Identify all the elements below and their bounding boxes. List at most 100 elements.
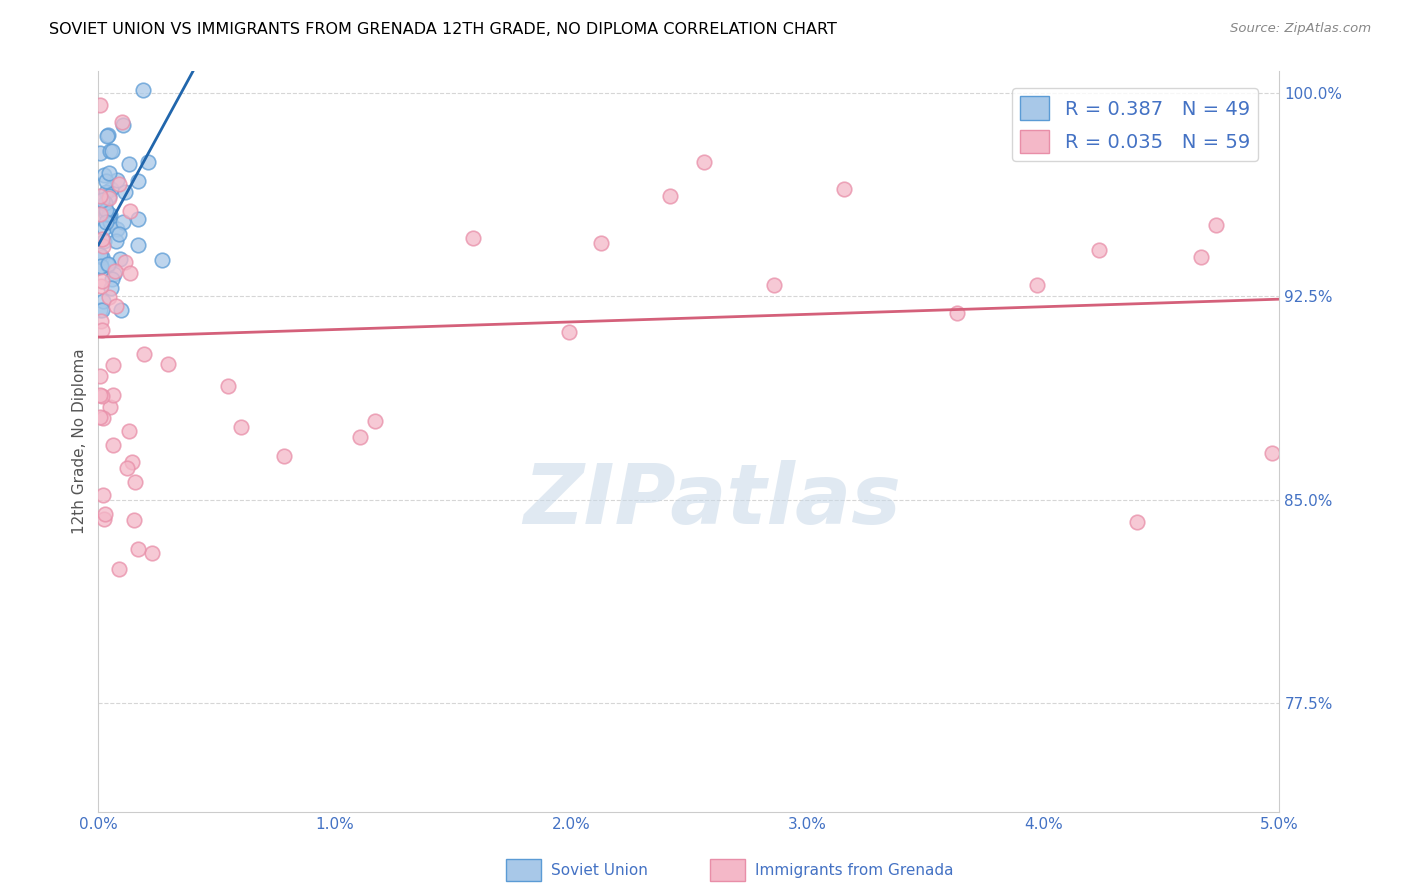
Point bbox=[127, 238, 149, 252]
Point bbox=[98, 207, 121, 221]
Point bbox=[90, 232, 112, 246]
Point bbox=[91, 239, 114, 253]
Point bbox=[97, 189, 120, 203]
Point bbox=[946, 306, 969, 320]
Point bbox=[90, 389, 112, 403]
Point bbox=[98, 215, 121, 229]
Point bbox=[93, 512, 115, 526]
Point bbox=[98, 144, 121, 158]
Point bbox=[94, 207, 117, 221]
Point bbox=[93, 220, 115, 235]
Legend: R = 0.387   N = 49, R = 0.035   N = 59: R = 0.387 N = 49, R = 0.035 N = 59 bbox=[1012, 88, 1258, 161]
Text: SOVIET UNION VS IMMIGRANTS FROM GRENADA 12TH GRADE, NO DIPLOMA CORRELATION CHART: SOVIET UNION VS IMMIGRANTS FROM GRENADA … bbox=[49, 22, 837, 37]
Point bbox=[118, 265, 141, 279]
Point bbox=[141, 546, 163, 560]
Point bbox=[93, 235, 115, 249]
Point bbox=[122, 513, 145, 527]
Point bbox=[100, 271, 122, 285]
Point bbox=[101, 358, 124, 372]
Point bbox=[112, 118, 135, 132]
Point bbox=[96, 185, 118, 199]
Point bbox=[127, 542, 149, 557]
Point bbox=[94, 203, 117, 218]
Point bbox=[127, 211, 149, 226]
Point bbox=[589, 236, 612, 251]
Point bbox=[111, 114, 134, 128]
Point bbox=[111, 214, 134, 228]
Point bbox=[110, 303, 132, 318]
Point bbox=[1088, 243, 1111, 257]
Text: Soviet Union: Soviet Union bbox=[551, 863, 648, 878]
Point bbox=[93, 196, 115, 211]
Point bbox=[105, 173, 128, 187]
Text: Source: ZipAtlas.com: Source: ZipAtlas.com bbox=[1230, 22, 1371, 36]
Point bbox=[231, 419, 253, 434]
Point bbox=[217, 378, 239, 392]
Point bbox=[90, 323, 112, 337]
Point bbox=[97, 166, 120, 180]
Point bbox=[97, 290, 120, 304]
Point bbox=[1025, 278, 1047, 293]
Point bbox=[100, 281, 122, 295]
Point bbox=[1191, 250, 1213, 264]
Point bbox=[103, 267, 125, 281]
Point bbox=[90, 259, 112, 273]
Text: Immigrants from Grenada: Immigrants from Grenada bbox=[755, 863, 953, 878]
Point bbox=[659, 188, 682, 202]
Point bbox=[89, 303, 111, 318]
Point bbox=[157, 357, 180, 371]
Point bbox=[98, 191, 121, 205]
Point bbox=[117, 156, 139, 170]
Point bbox=[89, 248, 111, 262]
Text: ZIPatlas: ZIPatlas bbox=[523, 460, 901, 541]
Point bbox=[91, 251, 114, 265]
Point bbox=[114, 185, 136, 199]
Point bbox=[89, 145, 111, 160]
Point bbox=[107, 562, 129, 576]
Point bbox=[117, 424, 139, 438]
Point bbox=[94, 174, 117, 188]
Point bbox=[90, 274, 112, 288]
Point bbox=[131, 83, 153, 97]
Point bbox=[98, 208, 121, 222]
Point bbox=[89, 260, 111, 275]
Point bbox=[118, 204, 141, 219]
Point bbox=[91, 303, 114, 318]
Point bbox=[90, 314, 112, 328]
Point bbox=[832, 182, 855, 196]
Point bbox=[273, 449, 295, 463]
Point bbox=[108, 252, 131, 267]
Point bbox=[114, 254, 136, 268]
Point bbox=[103, 263, 125, 277]
Point bbox=[108, 177, 131, 191]
Point bbox=[97, 128, 120, 143]
Point bbox=[108, 227, 131, 241]
Point bbox=[89, 387, 111, 401]
Point bbox=[693, 155, 716, 169]
Point bbox=[103, 437, 125, 451]
Point bbox=[105, 234, 128, 248]
Point bbox=[97, 258, 120, 272]
Point bbox=[105, 222, 128, 236]
Point bbox=[132, 347, 155, 361]
Point bbox=[463, 230, 485, 244]
Point bbox=[93, 488, 115, 502]
Point bbox=[100, 182, 122, 196]
Point bbox=[90, 279, 112, 293]
Point bbox=[98, 400, 121, 414]
Point bbox=[121, 455, 143, 469]
Point bbox=[89, 368, 111, 383]
Point bbox=[89, 189, 111, 203]
Point bbox=[150, 253, 173, 268]
Point bbox=[349, 430, 371, 444]
Point bbox=[127, 174, 149, 188]
Point bbox=[93, 507, 115, 521]
Point bbox=[101, 144, 124, 158]
Point bbox=[1126, 515, 1149, 529]
Point bbox=[94, 215, 117, 229]
Point bbox=[115, 460, 138, 475]
Point bbox=[91, 411, 114, 425]
Point bbox=[136, 154, 159, 169]
Point bbox=[1205, 218, 1227, 232]
Point bbox=[105, 298, 128, 312]
